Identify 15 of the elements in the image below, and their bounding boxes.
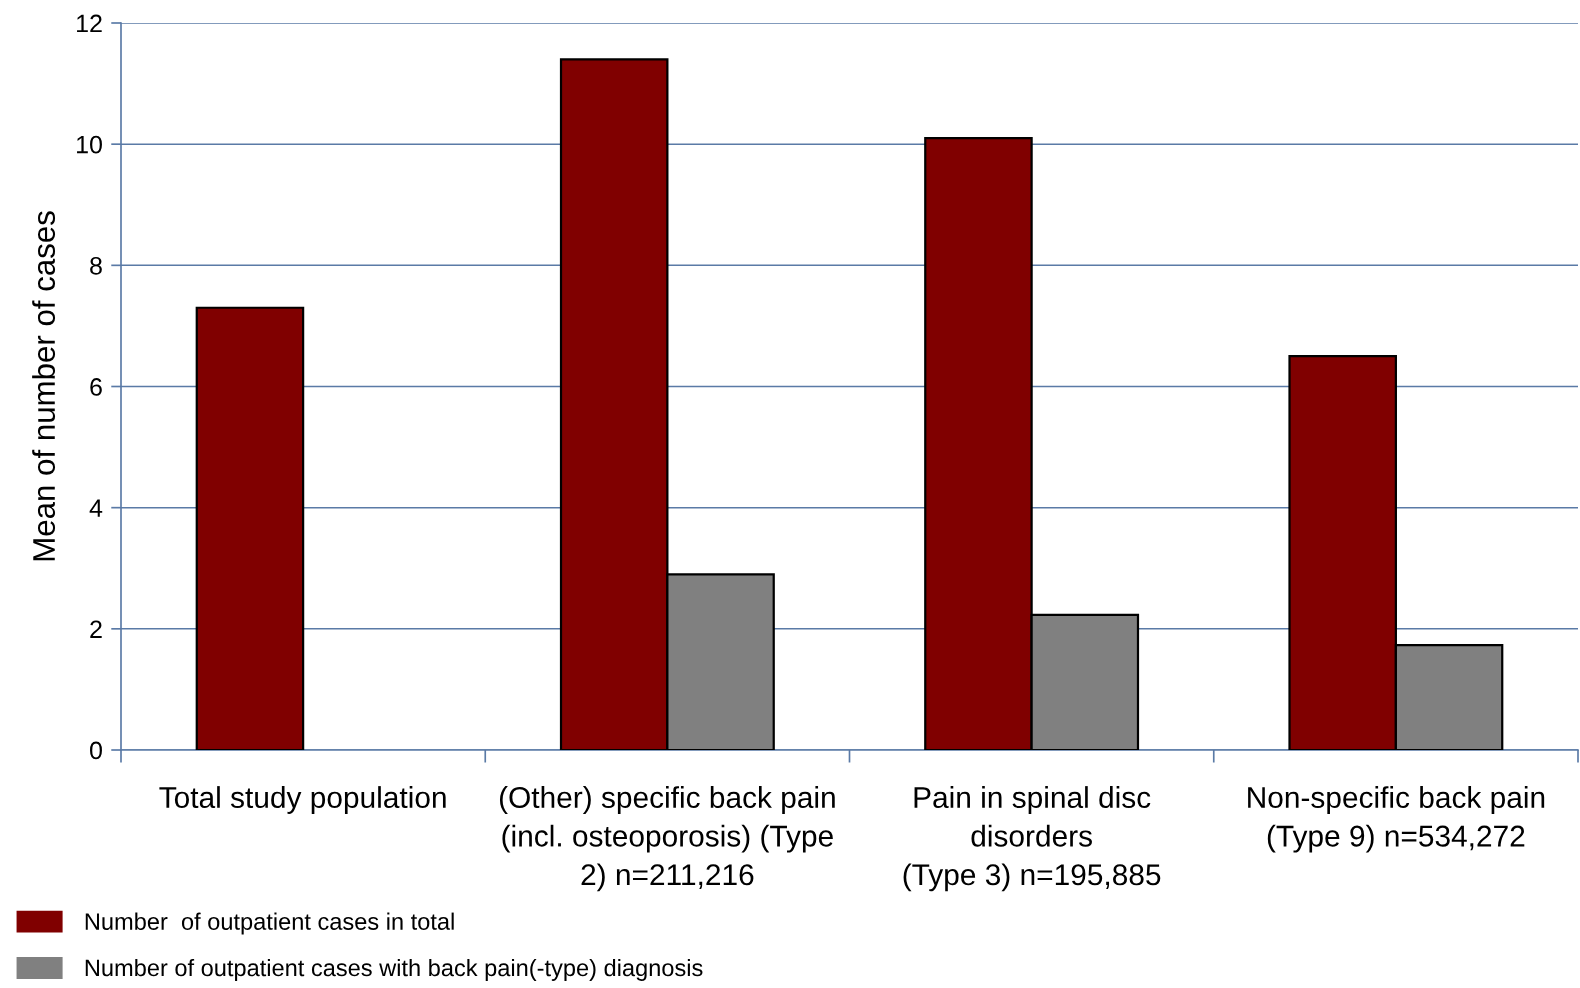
x-tick-label: Total study population: [159, 786, 446, 814]
x-tick-label: Non-specific back pain (Type 9) n=534,272: [1248, 786, 1545, 853]
y-tick-label: 8: [90, 256, 102, 275]
y-tick-label: 12: [77, 14, 102, 33]
y-axis-title: Mean of number of cases: [32, 211, 56, 561]
legend-label: Number of outpatient cases with back pain(-type) diagnosis: [85, 958, 703, 981]
y-tick-label: 6: [90, 378, 102, 396]
y-tick-label: 0: [90, 741, 102, 760]
x-tick-label: (Other) specific back pain (incl. osteoporosis) (Type 2) n=211,216: [499, 786, 835, 892]
bar: [195, 306, 305, 750]
x-tick-label: Pain in spinal disc disorders (Type 3) n=195,885: [903, 786, 1161, 892]
y-tick-label: 2: [90, 620, 102, 638]
legend-label: Number of outpatient cases in total: [85, 912, 454, 935]
y-tick-label: 10: [77, 135, 102, 154]
y-tick-label: 4: [89, 499, 103, 517]
